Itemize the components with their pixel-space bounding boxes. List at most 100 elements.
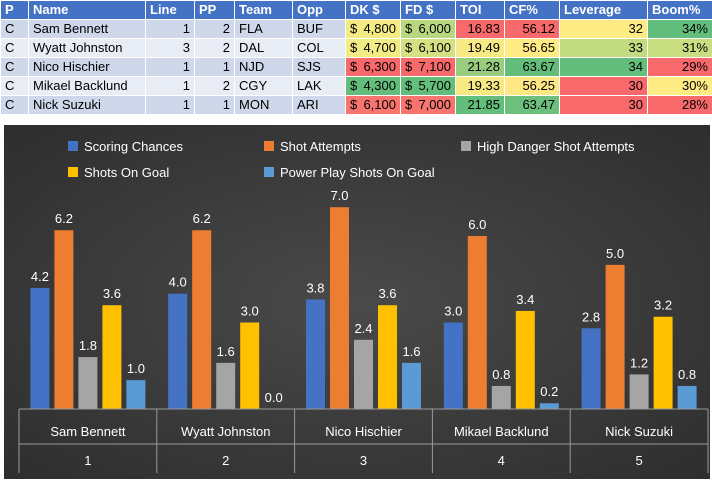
bar-4-1[interactable] (605, 264, 625, 409)
cell-pos[interactable]: C (0, 19, 29, 39)
cell-line[interactable]: 1 (145, 95, 195, 115)
cell-dk[interactable]: $4,700 (345, 38, 401, 58)
legend-swatch-1[interactable] (264, 141, 274, 151)
cell-pos[interactable]: C (0, 38, 29, 58)
col-header-team[interactable]: Team (234, 0, 293, 20)
cell-toi[interactable]: 16.83 (455, 19, 505, 39)
cell-cf[interactable]: 63.67 (504, 57, 560, 77)
bar-0-2[interactable] (78, 357, 98, 409)
bar-2-4[interactable] (402, 362, 421, 409)
legend-label-3[interactable]: Shots On Goal (84, 165, 169, 180)
cell-fd[interactable]: $6,000 (400, 19, 456, 39)
cell-pos[interactable]: C (0, 76, 29, 96)
col-header-cf-pct[interactable]: CF% (504, 0, 560, 20)
legend-swatch-2[interactable] (461, 141, 471, 151)
col-header-position[interactable]: P (0, 0, 29, 20)
cell-opp[interactable]: BUF (292, 19, 346, 39)
col-header-leverage[interactable]: Leverage (559, 0, 648, 20)
cell-pp[interactable]: 2 (194, 38, 235, 58)
legend-swatch-4[interactable] (264, 167, 274, 177)
col-header-line[interactable]: Line (145, 0, 195, 20)
bar-2-3[interactable] (378, 305, 397, 409)
bar-1-3[interactable] (240, 322, 260, 409)
cell-pos[interactable]: C (0, 57, 29, 77)
bar-4-2[interactable] (629, 374, 649, 409)
cell-name[interactable]: Mikael Backlund (28, 76, 146, 96)
col-header-fd-salary[interactable]: FD $ (400, 0, 456, 20)
legend-label-4[interactable]: Power Play Shots On Goal (280, 165, 435, 180)
cell-pp[interactable]: 2 (194, 19, 235, 39)
cell-boom[interactable]: 34% (647, 19, 712, 39)
cell-pp[interactable]: 2 (194, 76, 235, 96)
cell-boom[interactable]: 30% (647, 76, 712, 96)
bar-4-0[interactable] (581, 328, 601, 409)
cell-cf[interactable]: 56.12 (504, 19, 560, 39)
cell-leverage[interactable]: 33 (559, 38, 648, 58)
cell-toi[interactable]: 21.85 (455, 95, 505, 115)
cell-opp[interactable]: LAK (292, 76, 346, 96)
cell-toi[interactable]: 19.33 (455, 76, 505, 96)
cell-boom[interactable]: 29% (647, 57, 712, 77)
cell-line[interactable]: 3 (145, 38, 195, 58)
cell-toi[interactable]: 21.28 (455, 57, 505, 77)
table-row[interactable]: C Mikael Backlund 1 2 CGY LAK $4,300 $5,700 19.3… (0, 76, 712, 96)
cell-team[interactable]: MON (234, 95, 293, 115)
cell-name[interactable]: Nick Suzuki (28, 95, 146, 115)
bar-3-4[interactable] (539, 403, 559, 409)
col-header-toi[interactable]: TOI (455, 0, 505, 20)
col-header-pp[interactable]: PP (194, 0, 235, 20)
bar-0-1[interactable] (54, 230, 74, 409)
bar-1-0[interactable] (168, 293, 188, 409)
bar-0-3[interactable] (102, 305, 122, 409)
col-header-dk-salary[interactable]: DK $ (345, 0, 401, 20)
cell-pos[interactable]: C (0, 95, 29, 115)
cell-line[interactable]: 1 (145, 76, 195, 96)
cell-team[interactable]: CGY (234, 76, 293, 96)
cell-pp[interactable]: 1 (194, 57, 235, 77)
cell-opp[interactable]: COL (292, 38, 346, 58)
cell-cf[interactable]: 56.65 (504, 38, 560, 58)
legend-label-2[interactable]: High Danger Shot Attempts (477, 139, 635, 154)
cell-leverage[interactable]: 34 (559, 57, 648, 77)
cell-cf[interactable]: 63.47 (504, 95, 560, 115)
table-row[interactable]: C Nico Hischier 1 1 NJD SJS $6,300 $7,100 21.28 6… (0, 57, 712, 77)
cell-leverage[interactable]: 32 (559, 19, 648, 39)
cell-boom[interactable]: 31% (647, 38, 712, 58)
col-header-opp[interactable]: Opp (292, 0, 346, 20)
cell-name[interactable]: Sam Bennett (28, 19, 146, 39)
bar-4-3[interactable] (653, 316, 673, 409)
cell-cf[interactable]: 56.25 (504, 76, 560, 96)
table-row[interactable]: C Nick Suzuki 1 1 MON ARI $6,100 $7,000 21.85 63.… (0, 95, 712, 115)
cell-opp[interactable]: SJS (292, 57, 346, 77)
cell-name[interactable]: Nico Hischier (28, 57, 146, 77)
cell-toi[interactable]: 19.49 (455, 38, 505, 58)
legend-swatch-0[interactable] (68, 141, 78, 151)
cell-dk[interactable]: $4,800 (345, 19, 401, 39)
cell-leverage[interactable]: 30 (559, 95, 648, 115)
cell-dk[interactable]: $6,100 (345, 95, 401, 115)
cell-team[interactable]: DAL (234, 38, 293, 58)
cell-fd[interactable]: $7,000 (400, 95, 456, 115)
legend-swatch-3[interactable] (68, 167, 78, 177)
cell-leverage[interactable]: 30 (559, 76, 648, 96)
bar-1-1[interactable] (192, 230, 212, 409)
table-row[interactable]: C Sam Bennett 1 2 FLA BUF $4,800 $6,000 16.83 56.… (0, 19, 712, 39)
bar-4-4[interactable] (677, 385, 697, 409)
cell-pp[interactable]: 1 (194, 95, 235, 115)
cell-fd[interactable]: $6,100 (400, 38, 456, 58)
col-header-boom-pct[interactable]: Boom% (647, 0, 712, 20)
legend-label-1[interactable]: Shot Attempts (280, 139, 361, 154)
bar-3-2[interactable] (491, 385, 511, 409)
bar-0-4[interactable] (126, 380, 146, 409)
cell-name[interactable]: Wyatt Johnston (28, 38, 146, 58)
col-header-name[interactable]: Name (28, 0, 146, 20)
bar-2-0[interactable] (306, 299, 325, 409)
cell-opp[interactable]: ARI (292, 95, 346, 115)
bar-0-0[interactable] (30, 287, 50, 409)
bar-2-1[interactable] (330, 207, 349, 409)
cell-team[interactable]: NJD (234, 57, 293, 77)
cell-team[interactable]: FLA (234, 19, 293, 39)
cell-dk[interactable]: $6,300 (345, 57, 401, 77)
bar-2-2[interactable] (354, 339, 373, 409)
cell-fd[interactable]: $7,100 (400, 57, 456, 77)
